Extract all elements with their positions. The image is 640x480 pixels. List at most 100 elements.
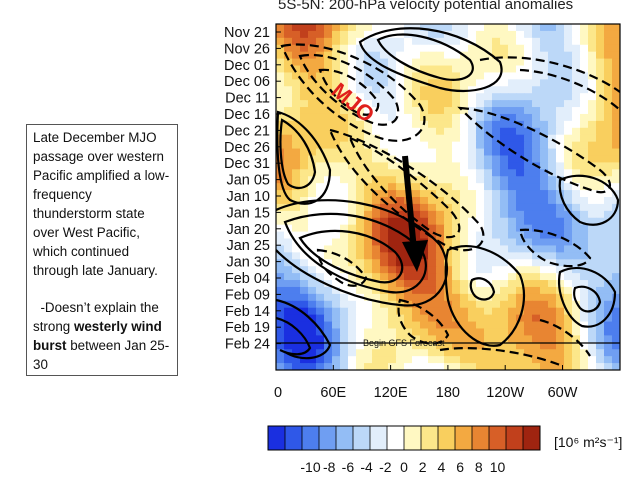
heatmap-cell (492, 293, 501, 302)
heatmap-cell (332, 224, 341, 233)
heatmap-cell (484, 300, 493, 309)
heatmap-cell (612, 134, 620, 143)
heatmap-cell (420, 307, 429, 316)
heatmap-cell (316, 100, 325, 108)
heatmap-cell (404, 224, 413, 233)
heatmap-cell (316, 176, 325, 184)
heatmap-cell (284, 79, 293, 87)
colorbar-unit: [10⁶ m²s⁻¹] (554, 434, 622, 450)
contour-dashed (318, 68, 380, 116)
heatmap-cell (428, 356, 437, 364)
heatmap-cell (300, 280, 309, 288)
heatmap-cell (276, 356, 285, 364)
heatmap-cell (508, 30, 517, 39)
heatmap-cell (556, 44, 565, 53)
heatmap-cell (372, 120, 381, 129)
heatmap-cell (604, 134, 613, 143)
heatmap-cell (588, 231, 597, 240)
heatmap-cell (412, 107, 421, 115)
heatmap-cell (572, 113, 581, 122)
heatmap-cell (356, 356, 365, 364)
contour-dashed (439, 347, 561, 367)
heatmap-cell (356, 169, 365, 177)
heatmap-cell (492, 335, 501, 343)
heatmap-cell (332, 342, 341, 350)
heatmap-cell (596, 51, 605, 60)
heatmap-cell (460, 335, 469, 343)
heatmap-cell (500, 134, 509, 143)
heatmap-cell (580, 134, 589, 143)
heatmap-cell (356, 107, 365, 115)
contour-dashed (348, 136, 461, 239)
heatmap-cell (556, 259, 565, 267)
heatmap-cell (548, 120, 557, 129)
heatmap-cell (460, 107, 469, 115)
colorbar-swatch (472, 426, 490, 450)
heatmap-cell (300, 245, 309, 253)
heatmap-cell (564, 321, 573, 330)
heatmap-cell (532, 314, 541, 323)
heatmap-cell (412, 72, 421, 80)
heatmap-cell (508, 127, 517, 136)
heatmap-cell (476, 134, 485, 143)
heatmap-cell (484, 273, 493, 281)
heatmap-cell (564, 58, 573, 67)
heatmap-cell (276, 197, 285, 205)
heatmap-cell (396, 349, 405, 357)
heatmap-cell (436, 245, 445, 253)
heatmap-cell (340, 363, 349, 370)
heatmap-cell (532, 176, 541, 184)
heatmap-cell (580, 169, 589, 177)
heatmap-cell (324, 307, 333, 316)
heatmap-cell (564, 79, 573, 87)
heatmap-cell (508, 100, 517, 108)
heatmap-cell (508, 231, 517, 240)
heatmap-cell (292, 100, 301, 108)
heatmap-cell (524, 51, 533, 60)
heatmap-cell (452, 280, 461, 288)
heatmap-cell (388, 349, 397, 357)
propagation-arrow (402, 155, 428, 272)
heatmap-cell (292, 224, 301, 233)
heatmap-cell (404, 307, 413, 316)
heatmap-cell (460, 37, 469, 46)
heatmap-cell (444, 100, 453, 108)
colorbar-swatch (336, 426, 354, 450)
heatmap-cell (428, 120, 437, 129)
heatmap-cell (556, 203, 565, 212)
heatmap-cell (484, 307, 493, 316)
heatmap-cell (452, 127, 461, 136)
heatmap-cell (532, 183, 541, 191)
heatmap-cell (580, 217, 589, 226)
heatmap-cell (420, 176, 429, 184)
heatmap-cell (500, 65, 509, 74)
heatmap-cell (452, 65, 461, 74)
heatmap-cell (404, 280, 413, 288)
heatmap-cell (348, 307, 357, 316)
heatmap-cell (276, 273, 285, 281)
heatmap-cell (572, 335, 581, 343)
heatmap-cell (604, 280, 613, 288)
heatmap-cell (380, 72, 389, 80)
heatmap-cell (380, 280, 389, 288)
heatmap-cell (428, 280, 437, 288)
heatmap-cell (412, 120, 421, 129)
heatmap-cell (604, 286, 613, 295)
heatmap-cell (556, 314, 565, 323)
heatmap-cell (540, 51, 549, 60)
heatmap-cell (476, 197, 485, 205)
heatmap-cell (308, 217, 317, 226)
heatmap-cell (460, 314, 469, 323)
heatmap-cell (612, 217, 620, 226)
heatmap-cell (492, 238, 501, 247)
heatmap-cell (428, 127, 437, 136)
heatmap-cell (580, 79, 589, 87)
heatmap-cell (596, 148, 605, 157)
heatmap-cell (388, 314, 397, 323)
heatmap-cell (276, 266, 285, 274)
heatmap-cell (292, 65, 301, 74)
heatmap-cell (444, 203, 453, 212)
heatmap-cell (276, 51, 285, 60)
heatmap-cell (284, 280, 293, 288)
heatmap-cell (612, 356, 620, 364)
